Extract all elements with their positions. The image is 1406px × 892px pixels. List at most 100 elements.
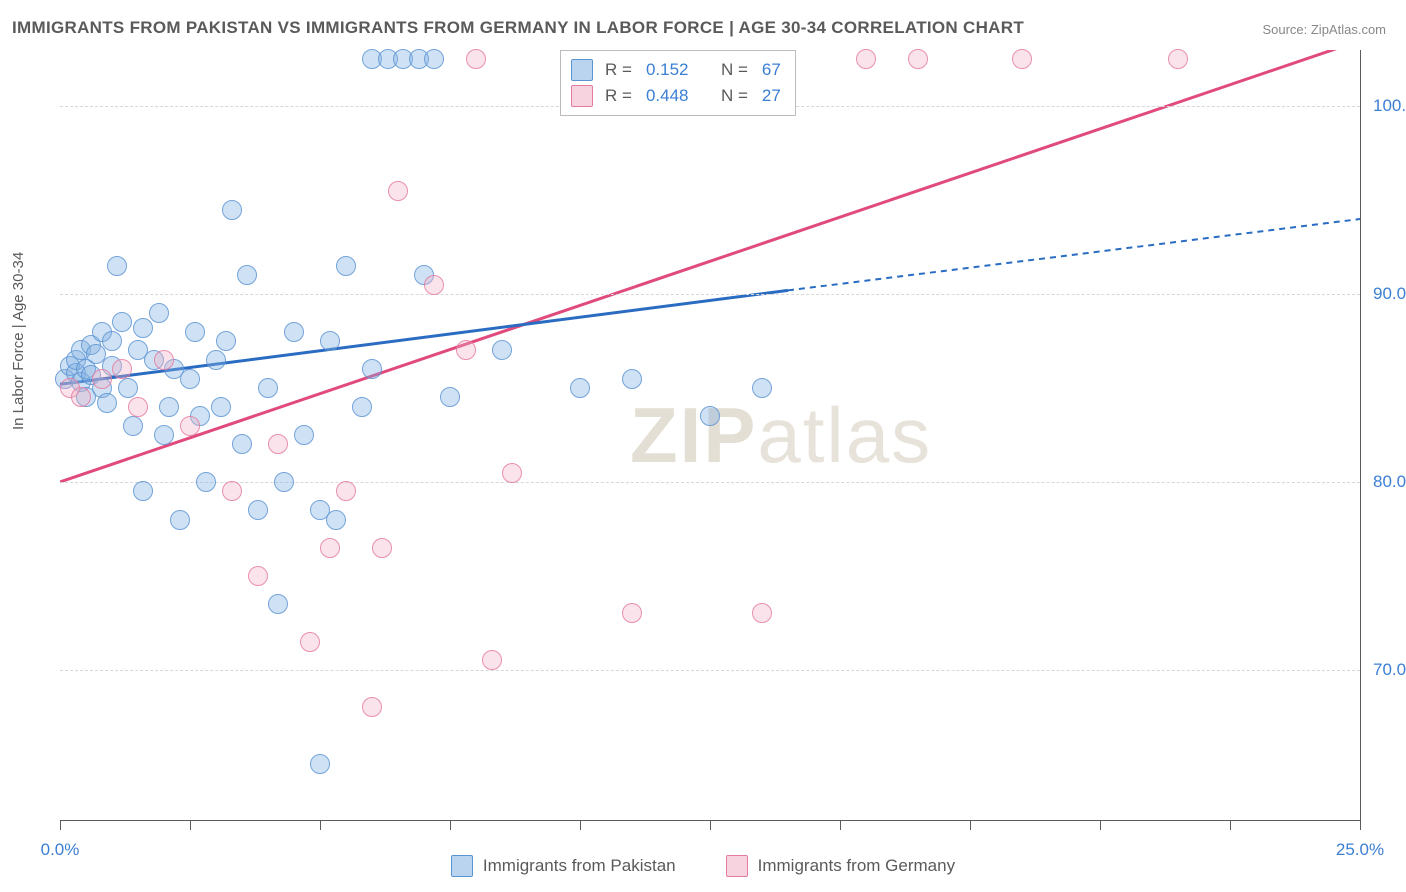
data-point — [570, 378, 590, 398]
n-label: N = — [721, 60, 748, 80]
plot-area: ZIPatlas 70.0%80.0%90.0%100.0%0.0%25.0% — [60, 50, 1361, 821]
data-point — [268, 594, 288, 614]
data-point — [180, 416, 200, 436]
data-point — [424, 275, 444, 295]
legend-item-germany: Immigrants from Germany — [726, 855, 955, 877]
data-point — [362, 359, 382, 379]
data-point — [284, 322, 304, 342]
data-point — [71, 387, 91, 407]
data-point — [310, 754, 330, 774]
swatch-icon — [726, 855, 748, 877]
gridline — [60, 294, 1360, 295]
data-point — [133, 318, 153, 338]
y-tick-label: 100.0% — [1373, 96, 1406, 116]
data-point — [206, 350, 226, 370]
data-point — [154, 425, 174, 445]
r-value: 0.152 — [646, 60, 701, 80]
data-point — [622, 603, 642, 623]
data-point — [196, 472, 216, 492]
x-tick — [190, 820, 191, 830]
data-point — [159, 397, 179, 417]
data-point — [170, 510, 190, 530]
r-label: R = — [605, 86, 632, 106]
data-point — [294, 425, 314, 445]
n-value: 27 — [762, 86, 781, 106]
data-point — [1168, 49, 1188, 69]
series-legend: Immigrants from Pakistan Immigrants from… — [0, 855, 1406, 877]
data-point — [424, 49, 444, 69]
legend-label: Immigrants from Pakistan — [483, 856, 676, 876]
data-point — [107, 256, 127, 276]
data-point — [352, 397, 372, 417]
x-tick — [970, 820, 971, 830]
legend-row-germany: R = 0.448 N = 27 — [571, 83, 781, 109]
watermark: ZIPatlas — [630, 390, 932, 481]
data-point — [149, 303, 169, 323]
x-tick — [320, 820, 321, 830]
data-point — [752, 603, 772, 623]
data-point — [622, 369, 642, 389]
legend-label: Immigrants from Germany — [758, 856, 955, 876]
watermark-light: atlas — [757, 391, 932, 479]
data-point — [180, 369, 200, 389]
data-point — [258, 378, 278, 398]
data-point — [154, 350, 174, 370]
data-point — [456, 340, 476, 360]
data-point — [248, 566, 268, 586]
x-tick — [580, 820, 581, 830]
data-point — [440, 387, 460, 407]
data-point — [123, 416, 143, 436]
data-point — [362, 697, 382, 717]
data-point — [248, 500, 268, 520]
x-tick — [60, 820, 61, 830]
data-point — [482, 650, 502, 670]
data-point — [372, 538, 392, 558]
data-point — [216, 331, 236, 351]
data-point — [752, 378, 772, 398]
data-point — [320, 331, 340, 351]
data-point — [112, 359, 132, 379]
data-point — [300, 632, 320, 652]
data-point — [211, 397, 231, 417]
correlation-legend: R = 0.152 N = 67 R = 0.448 N = 27 — [560, 50, 796, 116]
x-tick — [710, 820, 711, 830]
data-point — [908, 49, 928, 69]
data-point — [320, 538, 340, 558]
legend-item-pakistan: Immigrants from Pakistan — [451, 855, 676, 877]
data-point — [336, 256, 356, 276]
y-tick-label: 70.0% — [1373, 660, 1406, 680]
data-point — [492, 340, 512, 360]
data-point — [112, 312, 132, 332]
data-point — [326, 510, 346, 530]
data-point — [128, 397, 148, 417]
legend-row-pakistan: R = 0.152 N = 67 — [571, 57, 781, 83]
data-point — [466, 49, 486, 69]
data-point — [388, 181, 408, 201]
data-point — [222, 200, 242, 220]
n-value: 67 — [762, 60, 781, 80]
data-point — [237, 265, 257, 285]
source-label: Source: ZipAtlas.com — [1262, 22, 1386, 37]
data-point — [856, 49, 876, 69]
data-point — [92, 369, 112, 389]
chart-title: IMMIGRANTS FROM PAKISTAN VS IMMIGRANTS F… — [12, 18, 1024, 38]
data-point — [118, 378, 138, 398]
r-value: 0.448 — [646, 86, 701, 106]
y-tick-label: 90.0% — [1373, 284, 1406, 304]
x-tick — [450, 820, 451, 830]
data-point — [700, 406, 720, 426]
data-point — [232, 434, 252, 454]
data-point — [336, 481, 356, 501]
swatch-icon — [451, 855, 473, 877]
data-point — [1012, 49, 1032, 69]
data-point — [102, 331, 122, 351]
swatch-icon — [571, 59, 593, 81]
x-tick — [1360, 820, 1361, 830]
x-tick — [1100, 820, 1101, 830]
n-label: N = — [721, 86, 748, 106]
data-point — [222, 481, 242, 501]
data-point — [133, 481, 153, 501]
y-tick-label: 80.0% — [1373, 472, 1406, 492]
data-point — [268, 434, 288, 454]
data-point — [185, 322, 205, 342]
